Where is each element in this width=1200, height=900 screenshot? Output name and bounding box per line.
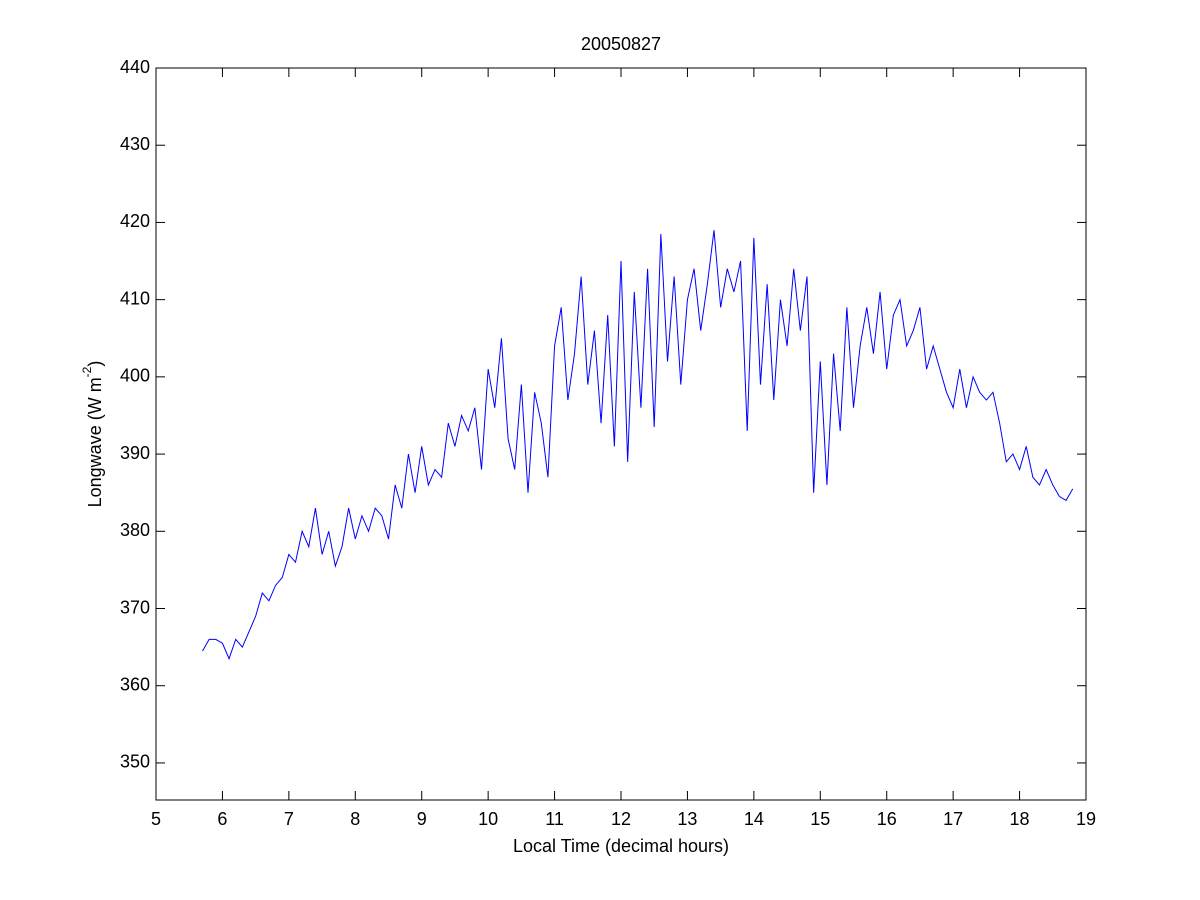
chart-title: 20050827 [581, 34, 661, 54]
x-tick-label: 6 [217, 809, 227, 829]
y-tick-label: 400 [120, 366, 150, 386]
x-axis-label: Local Time (decimal hours) [513, 836, 729, 856]
x-tick-label: 14 [744, 809, 764, 829]
x-tick-label: 7 [284, 809, 294, 829]
y-tick-label: 390 [120, 443, 150, 463]
x-tick-label: 5 [151, 809, 161, 829]
y-tick-label: 360 [120, 674, 150, 694]
x-tick-label: 11 [545, 809, 564, 829]
y-axis-label: Longwave (W m-2) [80, 361, 105, 508]
y-axis-label-superscript: -2 [80, 366, 94, 377]
y-tick-label: 430 [120, 134, 150, 154]
y-tick-label: 380 [120, 520, 150, 540]
x-tick-label: 18 [1010, 809, 1030, 829]
y-tick-label: 350 [120, 752, 150, 772]
x-tick-label: 13 [677, 809, 697, 829]
y-axis-label-text: Longwave (W m [85, 377, 105, 507]
x-tick-label: 10 [478, 809, 498, 829]
y-tick-label: 420 [120, 211, 150, 231]
y-axis-label-suffix: ) [85, 361, 105, 367]
data-line [202, 230, 1074, 661]
x-tick-label: 19 [1076, 809, 1096, 829]
x-tick-label: 16 [877, 809, 897, 829]
y-tick-label: 410 [120, 288, 150, 308]
x-tick-label: 8 [350, 809, 360, 829]
y-tick-label: 370 [120, 597, 150, 617]
y-tick-label: 440 [120, 57, 150, 77]
x-tick-label: 15 [810, 809, 830, 829]
x-tick-label: 9 [417, 809, 427, 829]
x-tick-label: 17 [943, 809, 963, 829]
x-tick-label: 12 [611, 809, 631, 829]
